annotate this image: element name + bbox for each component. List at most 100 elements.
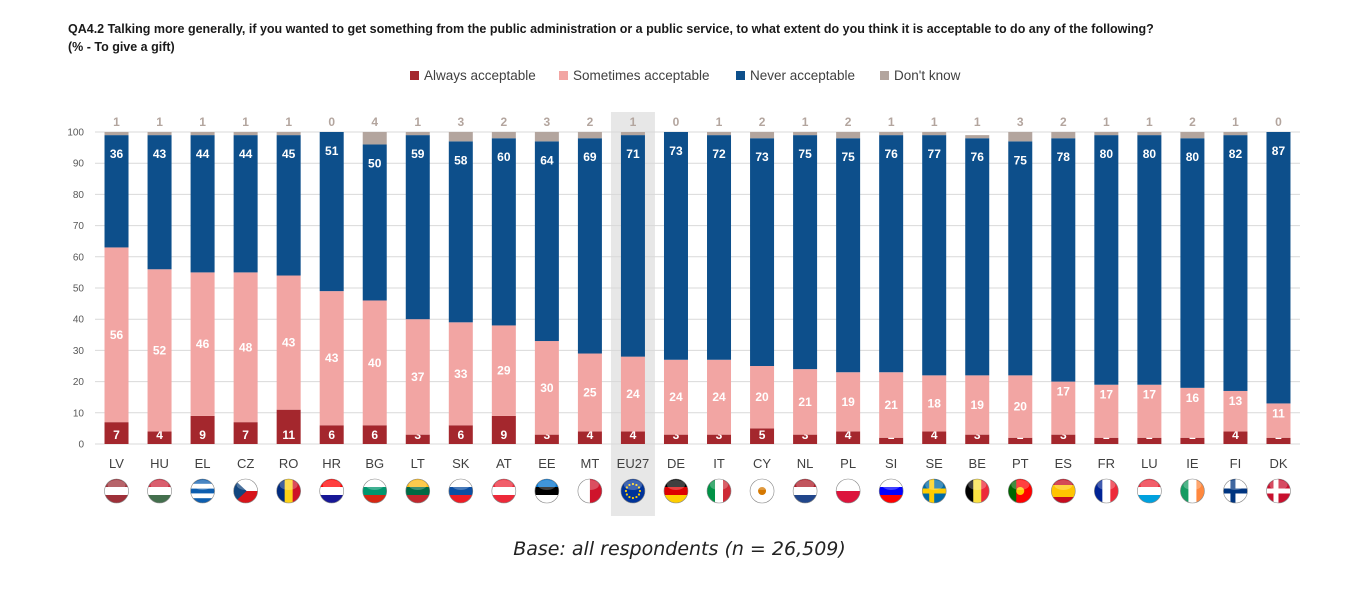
flag-stripe <box>707 479 716 503</box>
bar-segment-never <box>707 135 732 360</box>
flag-gloss <box>623 480 642 490</box>
bar-segment-sometimes <box>922 375 947 432</box>
flag-bulgaria-icon <box>362 479 387 503</box>
bar-segment-always <box>1051 434 1076 444</box>
bar-segment-dontknow <box>104 132 129 136</box>
flag-stripe <box>405 495 430 503</box>
bar-segment-never <box>362 144 387 301</box>
data-label-sometimes: 43 <box>282 336 296 350</box>
flag-gloss <box>796 480 815 490</box>
data-label-sometimes: 13 <box>1229 394 1243 408</box>
bar-segment-never <box>190 135 215 273</box>
data-label-dontknow: 2 <box>845 115 852 129</box>
data-label-sometimes: 24 <box>669 390 683 404</box>
y-tick-label: 90 <box>73 159 85 170</box>
bar-segment-always <box>448 425 473 444</box>
bar-segment-never <box>147 135 172 270</box>
bar-segment-dontknow <box>448 132 473 142</box>
legend-label-dontknow: Don't know <box>894 68 961 83</box>
flag-outline <box>878 478 904 504</box>
y-tick-label: 40 <box>73 315 85 326</box>
flag-outline <box>233 478 258 504</box>
flag-lithuania-icon <box>405 479 430 503</box>
flag-stripe <box>879 479 904 488</box>
flag-star <box>637 486 641 489</box>
x-category-label: HU <box>150 456 169 471</box>
data-label-always: 3 <box>673 428 680 442</box>
flag-gloss <box>1011 480 1030 490</box>
flag-stripe <box>1051 485 1076 492</box>
bar-segment-always <box>879 437 904 444</box>
bar-segment-sometimes <box>362 300 387 426</box>
bar-segment-always <box>1094 437 1119 444</box>
bar-segment-sometimes <box>233 272 258 423</box>
data-label-never: 80 <box>1100 147 1114 161</box>
bar-segment-dontknow <box>793 132 818 136</box>
bar-segment-dontknow <box>190 132 215 136</box>
bar-segment-always <box>922 431 947 444</box>
data-label-always: 3 <box>716 428 723 442</box>
flag-stripe <box>147 495 172 503</box>
flag-stripe <box>491 479 516 488</box>
flag-cross-v <box>1230 479 1236 503</box>
flag-stripe <box>1188 479 1197 503</box>
flag-stripe <box>1102 479 1111 503</box>
flag-stripe <box>836 491 861 503</box>
data-label-sometimes: 19 <box>841 395 855 409</box>
flag-stripe <box>362 479 387 488</box>
data-label-dontknow: 1 <box>931 115 938 129</box>
flag-outline <box>405 478 431 504</box>
data-label-dontknow: 1 <box>716 115 723 129</box>
flag-stripe <box>1137 479 1162 488</box>
data-label-sometimes: 29 <box>497 364 511 378</box>
data-label-always: 3 <box>1060 428 1067 442</box>
flag-gloss <box>107 480 126 490</box>
flag-slovenia-icon <box>879 479 904 503</box>
data-label-never: 50 <box>368 156 382 170</box>
bar-segment-sometimes <box>405 319 430 435</box>
flag-ireland-icon <box>1180 479 1205 503</box>
flag-gloss <box>365 480 384 490</box>
bar-segment-dontknow <box>233 132 258 136</box>
flag-star <box>635 495 638 499</box>
flag-gloss <box>882 480 901 490</box>
bar-segment-always <box>319 425 344 444</box>
bar-segment-sometimes <box>620 356 645 432</box>
data-label-sometimes: 48 <box>239 340 253 354</box>
flag-stripe <box>1137 495 1162 503</box>
data-label-dontknow: 2 <box>1189 115 1196 129</box>
legend-item-sometimes: Sometimes acceptable <box>559 68 710 83</box>
x-category-label: DK <box>1269 456 1287 471</box>
bar-segment-dontknow <box>405 132 430 136</box>
data-label-never: 75 <box>1014 153 1028 167</box>
bar-segment-never <box>1180 138 1205 388</box>
legend-item-always: Always acceptable <box>410 68 536 83</box>
data-label-always: 4 <box>1232 428 1239 442</box>
bar-segment-dontknow <box>1180 132 1205 139</box>
data-label-sometimes: 43 <box>325 351 339 365</box>
flag-gloss <box>1054 480 1073 490</box>
data-label-never: 82 <box>1229 147 1243 161</box>
bar-segment-dontknow <box>362 132 387 145</box>
flag-gloss <box>666 480 685 490</box>
flag-stripe <box>405 479 430 488</box>
data-label-dontknow: 1 <box>199 115 206 129</box>
bar-segment-always <box>534 434 559 444</box>
legend-swatch-never <box>736 71 745 80</box>
flag-gloss <box>710 480 729 490</box>
flag-stripe <box>589 479 602 503</box>
x-category-label: BG <box>365 456 384 471</box>
legend-label-never: Never acceptable <box>750 68 856 83</box>
flag-gloss <box>279 480 298 490</box>
bar-segment-dontknow <box>491 132 516 139</box>
data-label-dontknow: 3 <box>544 115 551 129</box>
flag-gloss <box>408 480 427 490</box>
bar-segment-dontknow <box>707 132 732 136</box>
flag-outline <box>104 478 129 504</box>
bar-segment-sometimes <box>1266 403 1291 438</box>
data-label-dontknow: 1 <box>974 115 981 129</box>
bar-segment-sometimes <box>147 269 172 432</box>
flag-portugal-icon <box>1008 479 1033 503</box>
flag-stripe <box>723 479 732 503</box>
data-label-always: 5 <box>759 428 766 442</box>
